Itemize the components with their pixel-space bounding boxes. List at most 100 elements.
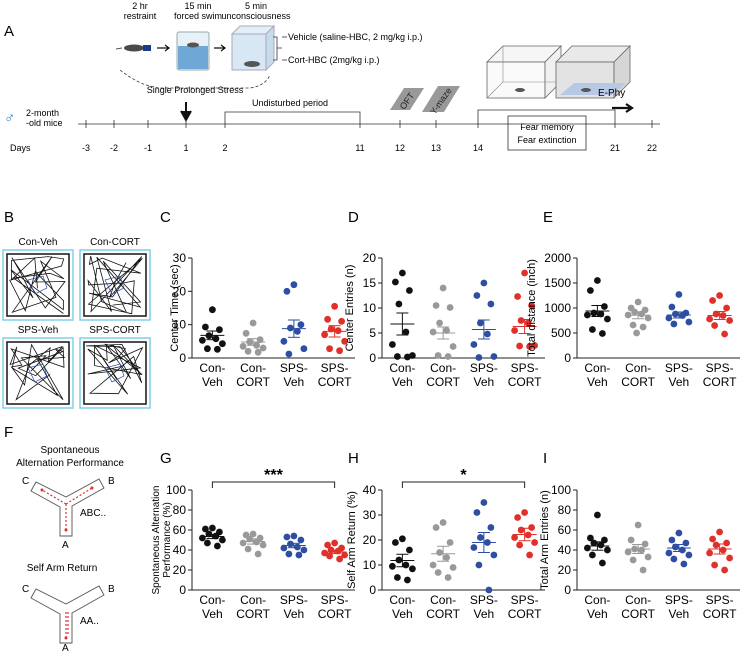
data-point (597, 310, 605, 318)
y-axis-label: Center Entries (n) (344, 265, 356, 352)
group-label-con-cort: Con-CORT (90, 237, 140, 248)
data-point (470, 544, 478, 551)
group-label-bottom: CORT (508, 375, 542, 389)
sequence-aa: AA.. (80, 616, 99, 627)
data-point (706, 549, 713, 557)
group-label-bottom: CORT (621, 607, 655, 621)
arm-a-label-2: A (62, 643, 69, 651)
data-point (475, 561, 483, 569)
restraint-mouse-icon (115, 44, 151, 52)
sps-label: Single Prolonged Stress (147, 85, 244, 95)
data-point (409, 565, 416, 573)
group-label-bottom: Veh (474, 375, 495, 389)
mice-line2: -old mice (26, 118, 63, 128)
data-point (327, 325, 335, 333)
data-point (429, 328, 437, 336)
panel-label: I (543, 450, 547, 467)
data-point (641, 540, 649, 548)
group-label-con-veh: Con-Veh (19, 237, 58, 248)
data-point (634, 298, 642, 306)
data-point (285, 350, 293, 358)
chamber-icon (230, 24, 276, 72)
data-point (685, 551, 693, 559)
y-tick-label: 100 (551, 483, 571, 497)
data-point (242, 329, 250, 337)
data-point (589, 326, 596, 333)
data-point (668, 303, 676, 311)
group-label-top: SPS- (706, 361, 734, 375)
y-tick-label: 30 (173, 251, 187, 265)
data-point (209, 306, 216, 314)
data-point (280, 544, 288, 552)
group-label-top: Con- (240, 593, 266, 607)
ymaze-diagram-2 (30, 585, 105, 644)
step1-time: 2 hr (132, 1, 148, 11)
data-point (594, 511, 601, 519)
fear-box (507, 115, 587, 151)
data-point (402, 561, 410, 569)
data-point (285, 550, 293, 558)
data-point (199, 534, 206, 542)
group-label-bottom: Veh (202, 375, 223, 389)
data-point (449, 564, 457, 571)
group-label-bottom: CORT (703, 375, 737, 389)
arm-a-label: A (62, 540, 69, 551)
step1-name: restraint (124, 11, 157, 21)
y-tick-label: 5 (369, 326, 376, 340)
significance-stars: * (460, 467, 467, 484)
group-label-top: Con- (584, 361, 610, 375)
data-point (627, 536, 635, 544)
arm-c-label: C (22, 476, 29, 487)
data-point (712, 541, 720, 549)
data-point (389, 562, 396, 570)
day-label: -2 (110, 143, 118, 153)
data-point (331, 302, 338, 310)
timeline-ticks (85, 120, 653, 128)
y-tick-label: 1500 (544, 276, 571, 290)
group-label-bottom: Veh (587, 375, 608, 389)
undisturbed-bracket (224, 111, 361, 120)
data-point (446, 539, 454, 546)
data-point (259, 344, 267, 352)
data-point (597, 541, 605, 549)
ymaze-diagram-1 (30, 478, 105, 537)
y-tick-label: 15 (363, 276, 377, 290)
y-tick-label: 80 (558, 503, 572, 517)
data-point (721, 330, 728, 338)
data-point (599, 330, 606, 337)
data-point (443, 327, 450, 334)
treatment-bracket (273, 36, 282, 61)
group-label-top: SPS- (511, 593, 539, 607)
y-axis-label-line: Spontaneous Alternation (151, 486, 162, 595)
y-tick-label: 40 (558, 543, 572, 557)
data-point (244, 347, 252, 355)
ephy-label: E-Phy (598, 88, 625, 99)
data-point (297, 536, 305, 544)
group-label-bottom: CORT (621, 375, 655, 389)
sps-day-arrow-icon (180, 102, 192, 123)
panel-label: D (348, 209, 359, 226)
arm-b-label: B (108, 476, 115, 487)
data-point (321, 331, 328, 339)
significance-stars: *** (264, 467, 283, 484)
group-label-top: SPS- (470, 361, 498, 375)
data-point (326, 552, 333, 560)
data-point (429, 561, 437, 569)
data-point (202, 323, 209, 331)
day-label: 11 (355, 143, 364, 153)
data-point (682, 539, 690, 547)
data-point (280, 337, 288, 345)
panel-label: E (543, 209, 553, 226)
data-point (404, 576, 411, 584)
fear-line1: Fear memory (520, 122, 574, 132)
group-label-bottom: CORT (318, 375, 352, 389)
data-point (670, 555, 678, 563)
data-point (219, 536, 226, 544)
data-point (719, 546, 727, 554)
y-tick-label: 80 (173, 503, 187, 517)
panel-f: F Spontaneous Alternation Performance C … (4, 424, 124, 651)
data-point (392, 278, 399, 286)
group-label-top: Con- (430, 593, 456, 607)
ymaze-tag: Y-maze (422, 86, 460, 116)
